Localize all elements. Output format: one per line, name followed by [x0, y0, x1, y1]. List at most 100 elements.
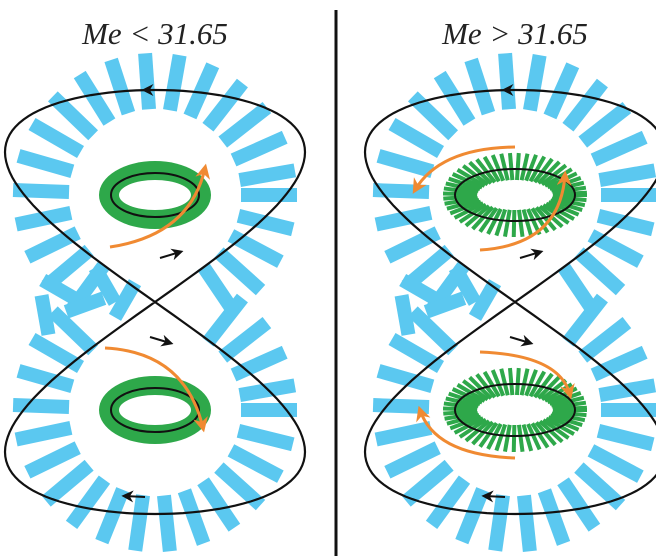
trajectory-arrow — [509, 334, 534, 347]
blue-bar — [197, 262, 241, 317]
blue-bar — [596, 209, 655, 237]
green-dash — [443, 409, 478, 416]
green-dash — [519, 153, 530, 181]
blue-bar — [388, 117, 445, 159]
blue-bar — [230, 130, 288, 167]
blue-bar — [374, 421, 433, 447]
green-dash — [490, 154, 506, 182]
green-dash — [503, 209, 512, 237]
blue-bar — [214, 247, 266, 296]
blue-bar — [557, 477, 601, 532]
blue-bar — [590, 130, 648, 167]
green-dash — [521, 424, 534, 452]
green-dash — [486, 208, 503, 235]
trajectory-arrow — [481, 490, 506, 503]
blue-bar — [16, 149, 75, 179]
green-dash — [507, 367, 515, 396]
blue-bar — [376, 364, 435, 394]
green-dash — [448, 391, 481, 407]
trajectory — [3, 88, 307, 516]
orange-arrow — [479, 350, 575, 400]
green-dash — [551, 196, 586, 208]
green-dash — [494, 208, 508, 237]
inner-orbit — [454, 383, 576, 437]
blue-bar — [574, 247, 626, 296]
green-dash — [519, 368, 530, 396]
green-dash — [552, 190, 587, 197]
green-dash — [530, 207, 550, 234]
green-dash — [549, 198, 583, 212]
blue-bar — [587, 444, 644, 483]
green-dash — [471, 420, 495, 446]
blue-bar — [28, 332, 85, 374]
blue-bar — [488, 494, 510, 552]
green-dash — [443, 401, 478, 410]
blue-bar — [523, 53, 547, 112]
blue-bar — [401, 459, 454, 507]
blue-bar — [374, 206, 433, 232]
green-dash — [451, 172, 483, 190]
green-dash — [503, 424, 512, 452]
blue-bar — [464, 57, 496, 116]
green-dash — [490, 369, 506, 397]
green-dash — [524, 154, 538, 182]
green-dash — [552, 185, 587, 195]
blue-bar — [433, 70, 476, 126]
green-dash — [547, 415, 580, 432]
blue-bar — [163, 53, 187, 112]
green-dash — [449, 414, 482, 431]
blue-bar — [574, 462, 626, 511]
blue-bar — [537, 488, 571, 546]
blue-bar — [394, 294, 416, 336]
blue-bar — [407, 306, 458, 356]
green-dash — [478, 421, 499, 448]
panel-left — [3, 52, 307, 552]
green-dash — [524, 369, 538, 397]
blue-bar — [73, 70, 116, 126]
green-dash — [514, 367, 521, 396]
green-dash — [453, 416, 485, 435]
blue-bar — [104, 57, 136, 116]
trajectory-arrow — [149, 334, 174, 347]
blue-bar — [138, 52, 156, 110]
blue-bar — [425, 475, 471, 529]
green-dash — [443, 194, 478, 201]
blue-bar — [16, 364, 75, 394]
blue-bar — [578, 317, 632, 363]
blue-bar — [498, 52, 516, 110]
blue-bar — [543, 62, 580, 120]
blue-bar — [218, 317, 272, 363]
green-dash — [499, 153, 510, 181]
blue-bar — [448, 264, 482, 306]
green-dash — [451, 387, 483, 405]
green-dash — [486, 423, 503, 450]
blue-bar — [372, 398, 430, 414]
blue-bar — [468, 279, 502, 321]
green-dash — [499, 368, 510, 396]
blue-bar — [236, 209, 295, 237]
green-dash — [471, 205, 495, 231]
green-dash — [445, 181, 479, 193]
orange-arrow — [412, 145, 516, 194]
green-dash — [444, 411, 479, 421]
green-dash — [550, 180, 585, 193]
blue-bar — [214, 462, 266, 511]
green-dash — [448, 176, 481, 192]
blue-bar — [517, 494, 537, 552]
blue-bar — [455, 487, 490, 545]
green-dash — [549, 413, 583, 427]
ring-hole — [119, 395, 191, 425]
blue-bar — [388, 332, 445, 374]
blue-bar — [238, 163, 297, 187]
green-dash — [550, 395, 585, 408]
green-dash — [449, 199, 482, 216]
blue-bar — [34, 294, 56, 336]
green-dash — [443, 186, 478, 195]
green-dash — [511, 424, 517, 453]
blue-bar — [598, 163, 656, 187]
green-dash — [442, 191, 478, 197]
orange-arrow — [479, 170, 572, 252]
green-dash — [442, 406, 478, 412]
blue-bar — [596, 424, 655, 452]
